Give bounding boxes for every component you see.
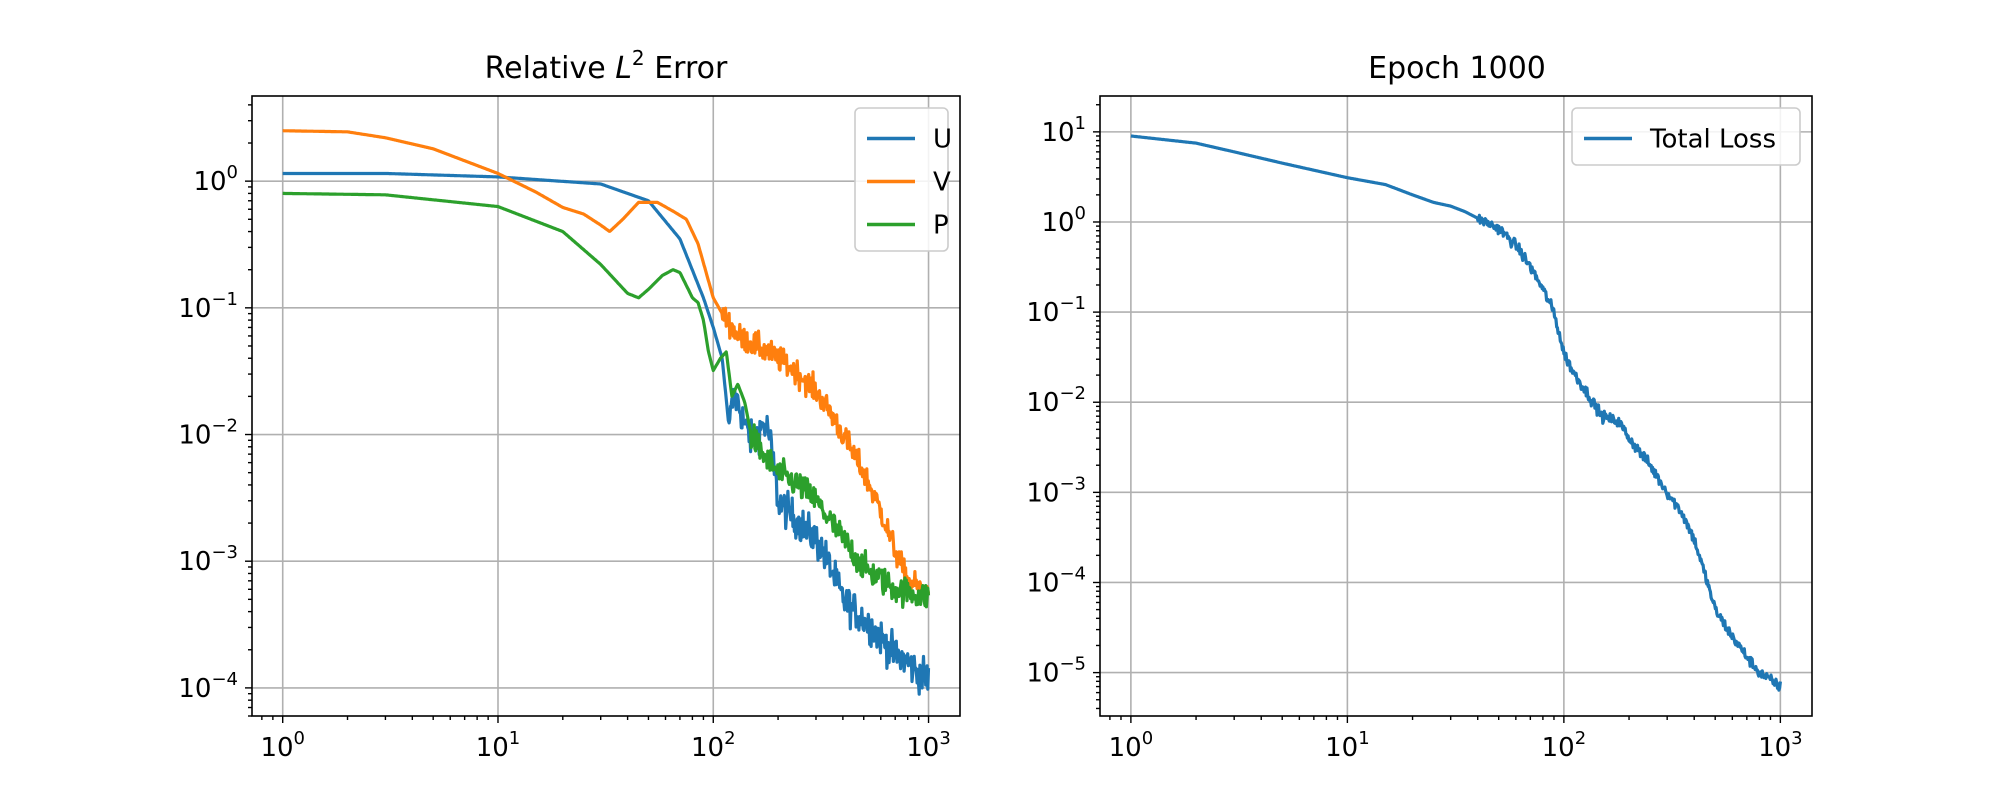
tick-base: 10 bbox=[1325, 733, 1358, 763]
tick-base: 10 bbox=[1109, 733, 1142, 763]
x-tick-label: 101 bbox=[476, 728, 521, 763]
tick-exponent: −1 bbox=[1059, 293, 1086, 314]
y-tick-label: 10−2 bbox=[1026, 383, 1086, 418]
tick-exponent: −2 bbox=[211, 416, 238, 437]
title-superscript: 2 bbox=[632, 46, 645, 70]
tick-base: 10 bbox=[1026, 388, 1059, 418]
legend-frame bbox=[854, 107, 949, 252]
x-tick-label: 102 bbox=[691, 728, 736, 763]
title-variable: L bbox=[615, 51, 632, 86]
tick-base: 10 bbox=[476, 733, 509, 763]
tick-base: 10 bbox=[1026, 568, 1059, 598]
tick-exponent: 1 bbox=[1358, 728, 1369, 749]
x-tick-label: 103 bbox=[906, 728, 951, 763]
y-tick-label: 10−5 bbox=[1026, 654, 1086, 689]
tick-exponent: 0 bbox=[294, 728, 305, 749]
series-line-v bbox=[281, 129, 931, 603]
legend-label: U bbox=[933, 125, 952, 155]
chart-title: Relative L2 Error bbox=[485, 46, 728, 86]
tick-base: 10 bbox=[1026, 659, 1059, 689]
tick-exponent: 1 bbox=[1075, 113, 1086, 134]
tick-base: 10 bbox=[906, 733, 939, 763]
legend: Total Loss bbox=[1571, 107, 1801, 166]
y-tick-label: 10−1 bbox=[1026, 293, 1086, 328]
tick-exponent: 3 bbox=[1791, 728, 1802, 749]
tick-base: 10 bbox=[178, 421, 211, 451]
x-axis: 100 101 102 103 bbox=[260, 716, 951, 763]
tick-exponent: 2 bbox=[1575, 728, 1586, 749]
tick-exponent: −4 bbox=[1059, 563, 1086, 584]
x-tick-label: 101 bbox=[1325, 728, 1370, 763]
tick-exponent: −3 bbox=[1059, 473, 1086, 494]
y-tick-label: 10−2 bbox=[178, 416, 238, 451]
tick-base: 10 bbox=[1758, 733, 1791, 763]
legend-label: P bbox=[933, 211, 949, 241]
chart-relative-l2-error: Relative L2 Error 100 101 102 10310010−110−… bbox=[178, 46, 961, 763]
tick-exponent: 0 bbox=[1075, 203, 1086, 224]
tick-base: 10 bbox=[178, 547, 211, 577]
series-lines bbox=[1129, 134, 1782, 692]
x-tick-label: 103 bbox=[1758, 728, 1803, 763]
x-tick-label: 100 bbox=[260, 728, 305, 763]
tick-exponent: −5 bbox=[1059, 654, 1086, 675]
tick-exponent: −3 bbox=[211, 542, 238, 563]
tick-base: 10 bbox=[260, 733, 293, 763]
title-suffix: Error bbox=[645, 51, 728, 86]
y-tick-label: 10−4 bbox=[178, 669, 238, 704]
tick-base: 10 bbox=[1041, 208, 1074, 238]
chart-epoch-loss: Epoch 1000 100 101 102 10310110010−110−210−… bbox=[1026, 51, 1813, 763]
tick-exponent: 0 bbox=[1142, 728, 1153, 749]
series-lines bbox=[281, 129, 931, 696]
series-line-u bbox=[281, 171, 931, 696]
tick-base: 10 bbox=[178, 294, 211, 324]
tick-base: 10 bbox=[178, 674, 211, 704]
legend-label: V bbox=[933, 168, 951, 198]
legend: UVP bbox=[854, 107, 952, 252]
y-tick-label: 10−3 bbox=[178, 542, 238, 577]
tick-exponent: 3 bbox=[939, 728, 950, 749]
tick-exponent: −4 bbox=[211, 669, 238, 690]
series-line-p bbox=[281, 191, 931, 609]
y-tick-label: 101 bbox=[1041, 113, 1086, 148]
tick-exponent: 2 bbox=[724, 728, 735, 749]
y-tick-label: 10−1 bbox=[178, 289, 238, 324]
tick-exponent: −2 bbox=[1059, 383, 1086, 404]
tick-base: 10 bbox=[691, 733, 724, 763]
tick-exponent: 0 bbox=[227, 162, 238, 183]
tick-base: 10 bbox=[1542, 733, 1575, 763]
chart-title: Epoch 1000 bbox=[1368, 51, 1546, 86]
x-axis: 100 101 102 103 bbox=[1109, 716, 1803, 763]
y-tick-label: 100 bbox=[193, 162, 238, 197]
gridlines bbox=[252, 96, 960, 716]
series-line-total-loss bbox=[1129, 134, 1782, 692]
tick-base: 10 bbox=[193, 167, 226, 197]
y-tick-label: 10−3 bbox=[1026, 473, 1086, 508]
x-tick-label: 100 bbox=[1109, 728, 1154, 763]
legend-label: Total Loss bbox=[1649, 125, 1776, 155]
legend-frame bbox=[1571, 107, 1801, 166]
tick-base: 10 bbox=[1026, 298, 1059, 328]
y-tick-label: 100 bbox=[1041, 203, 1086, 238]
tick-exponent: −1 bbox=[211, 289, 238, 310]
plot-frame bbox=[251, 95, 961, 717]
title-prefix: Relative bbox=[485, 51, 616, 86]
tick-base: 10 bbox=[1026, 478, 1059, 508]
x-tick-label: 102 bbox=[1542, 728, 1587, 763]
y-tick-label: 10−4 bbox=[1026, 563, 1086, 598]
tick-exponent: 1 bbox=[509, 728, 520, 749]
tick-base: 10 bbox=[1041, 118, 1074, 148]
